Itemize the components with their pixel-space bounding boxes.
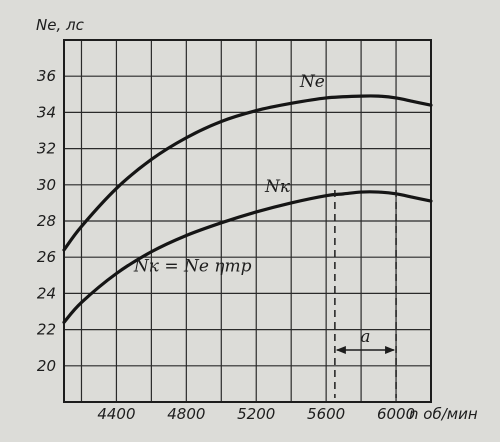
nk-curve-label: Nк [264,177,291,197]
interval-arrow-head-left [335,346,346,354]
x-tick-label: 5600 [307,405,345,423]
interval-marker [334,190,397,398]
nk-curve [62,190,433,324]
y-tick-label: 34 [37,103,56,121]
formula-label: Nк = Ne ηтр [133,257,252,277]
series-curves [62,94,433,324]
x-tick-label: 6000 [377,405,415,423]
grid-lines [64,40,431,402]
y-tick-label: 30 [37,176,56,194]
interval-arrow-head-right [385,346,396,354]
y-axis-label: Ne, лс [36,16,85,34]
interval-a-label: a [360,327,370,347]
y-tick-label: 26 [37,248,56,266]
x-tick-label: 4400 [97,405,135,423]
x-tick-label: 4800 [167,405,205,423]
y-tick-label: 36 [37,67,56,85]
ne-curve [62,94,433,252]
ne-curve-label: Ne [299,72,325,92]
x-axis-label: n об/мин [409,405,478,423]
y-tick-label: 20 [37,357,56,375]
y-tick-label: 28 [37,212,56,230]
x-tick-label: 5200 [237,405,275,423]
y-tick-label: 22 [37,321,56,339]
y-tick-label: 24 [37,284,56,302]
plot-frame [63,39,432,403]
tick-labels: 20 22 24 26 28 30 32 34 36 4400 4800 5200 5600 6000 [37,67,415,423]
y-tick-label: 32 [37,140,56,158]
